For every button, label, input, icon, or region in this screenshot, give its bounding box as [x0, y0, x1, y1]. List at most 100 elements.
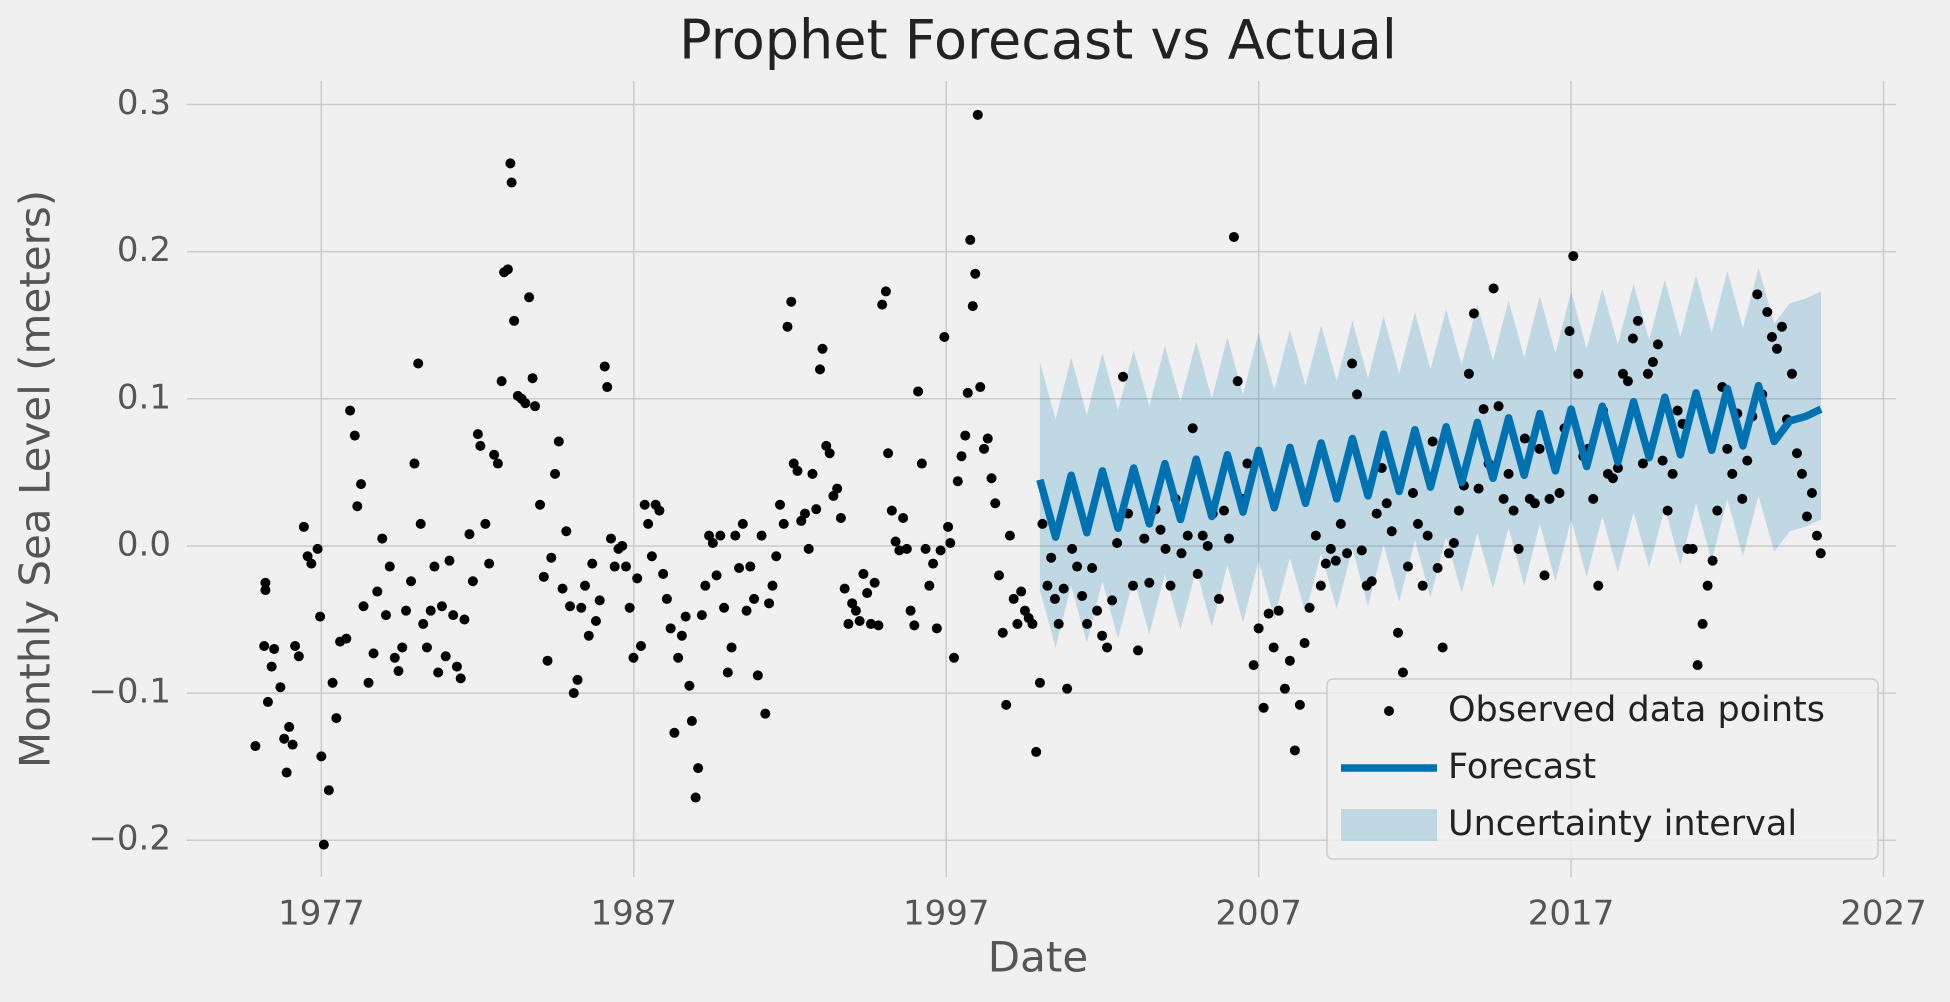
- observed-point: [1046, 552, 1057, 563]
- observed-point: [711, 570, 722, 581]
- observed-point: [632, 573, 643, 584]
- observed-point: [530, 401, 541, 412]
- observed-point: [1811, 530, 1822, 541]
- observed-point: [1508, 505, 1519, 516]
- observed-point: [639, 499, 650, 510]
- observed-point: [372, 586, 383, 597]
- observed-point: [1197, 530, 1208, 541]
- observed-point: [658, 568, 669, 579]
- observed-point: [669, 727, 680, 738]
- observed-point: [406, 576, 417, 587]
- observed-point: [1248, 660, 1259, 671]
- observed-point: [1016, 586, 1027, 597]
- observed-point: [1371, 508, 1382, 519]
- observed-point: [1493, 401, 1504, 412]
- observed-point: [352, 501, 363, 512]
- observed-point: [1213, 593, 1224, 604]
- observed-point: [1815, 548, 1826, 559]
- observed-point: [546, 552, 557, 563]
- observed-point: [730, 530, 741, 541]
- observed-point: [1554, 487, 1565, 498]
- observed-point: [1077, 590, 1088, 601]
- observed-point: [943, 521, 954, 532]
- observed-point: [524, 292, 535, 303]
- observed-point: [312, 543, 323, 554]
- observed-point: [1268, 642, 1279, 653]
- observed-point: [602, 382, 613, 393]
- observed-point: [281, 767, 292, 778]
- observed-point: [1397, 667, 1408, 678]
- observed-point: [1118, 371, 1129, 382]
- observed-point: [1806, 487, 1817, 498]
- observed-point: [1786, 368, 1797, 379]
- observed-point: [590, 615, 601, 626]
- observed-point: [1722, 443, 1733, 454]
- observed-point: [690, 792, 701, 803]
- observed-point: [722, 667, 733, 678]
- observed-point: [939, 332, 950, 343]
- observed-point: [654, 505, 665, 516]
- observed-point: [749, 593, 760, 604]
- observed-point: [1657, 455, 1668, 466]
- observed-point: [1139, 533, 1150, 544]
- observed-point: [715, 530, 726, 541]
- observed-point: [496, 376, 507, 387]
- observed-point: [1012, 618, 1023, 629]
- x-tick-label: 1997: [903, 894, 990, 934]
- observed-point: [327, 677, 338, 688]
- observed-point: [1697, 618, 1708, 629]
- observed-point: [1687, 543, 1698, 554]
- observed-point: [1330, 555, 1341, 566]
- observed-point: [1632, 315, 1643, 326]
- observed-point: [956, 451, 967, 462]
- observed-point: [967, 301, 978, 312]
- observed-point: [1325, 543, 1336, 554]
- observed-point: [673, 652, 684, 663]
- legend: Observed data points Forecast Uncertainty …: [1326, 678, 1879, 860]
- observed-point: [1672, 405, 1683, 416]
- legend-marker: [1341, 809, 1437, 841]
- observed-point: [279, 733, 290, 744]
- observed-point: [1299, 638, 1310, 649]
- observed-point: [1310, 530, 1321, 541]
- observed-point: [898, 512, 909, 523]
- observed-point: [1366, 576, 1377, 587]
- x-axis-label: Date: [988, 933, 1088, 982]
- observed-point: [444, 555, 455, 566]
- observed-point: [1386, 526, 1397, 537]
- observed-point: [786, 296, 797, 307]
- observed-point: [680, 611, 691, 622]
- observed-point: [568, 688, 579, 699]
- observed-point: [561, 526, 572, 537]
- observed-point: [1432, 563, 1443, 574]
- observed-point: [1478, 404, 1489, 415]
- observed-point: [290, 640, 301, 651]
- observed-point: [832, 483, 843, 494]
- observed-point: [1544, 493, 1555, 504]
- observed-point: [684, 680, 695, 691]
- observed-point: [704, 530, 715, 541]
- observed-point: [1102, 642, 1113, 653]
- observed-point: [862, 588, 873, 599]
- observed-point: [807, 468, 818, 479]
- observed-point: [538, 571, 549, 582]
- observed-point: [418, 618, 429, 629]
- observed-point: [580, 580, 591, 591]
- observed-point: [1662, 505, 1673, 516]
- observed-point: [1437, 642, 1448, 653]
- observed-point: [1008, 593, 1019, 604]
- observed-point: [1144, 577, 1155, 588]
- observed-point: [1187, 423, 1198, 434]
- observed-point: [916, 458, 927, 469]
- observed-point: [489, 449, 500, 460]
- observed-point: [1092, 605, 1103, 616]
- legend-box: [1326, 678, 1879, 860]
- observed-point: [389, 652, 400, 663]
- observed-point: [269, 643, 280, 654]
- observed-point: [952, 476, 963, 487]
- observed-point: [803, 543, 814, 554]
- observed-point: [1049, 593, 1060, 604]
- observed-point: [1019, 605, 1030, 616]
- observed-point: [817, 343, 828, 354]
- observed-point: [788, 458, 799, 469]
